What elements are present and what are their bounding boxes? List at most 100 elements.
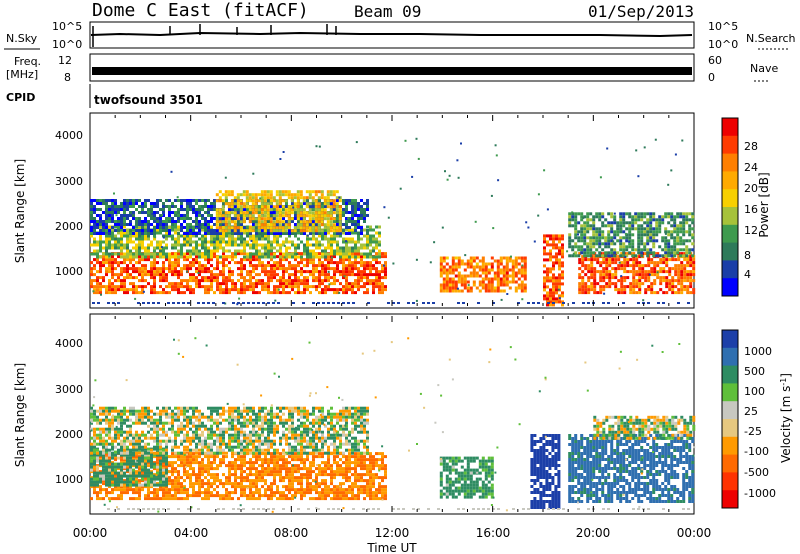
- power-cell: [291, 279, 294, 283]
- power-scatter-point: [345, 240, 347, 243]
- power-cell: [338, 217, 342, 221]
- power-cell: [266, 202, 270, 206]
- power-cell: [147, 226, 150, 229]
- power-cell: [108, 246, 111, 250]
- power-near-range-point: [392, 302, 395, 304]
- power-cell: [345, 285, 348, 289]
- power-cell: [251, 217, 255, 221]
- power-cell: [236, 199, 240, 203]
- velocity-cell: [231, 497, 234, 501]
- velocity-cell: [180, 476, 183, 480]
- power-cell: [680, 261, 684, 265]
- power-cell: [661, 248, 665, 252]
- power-cell: [291, 252, 294, 256]
- power-cell: [153, 246, 156, 250]
- power-cell: [159, 285, 162, 289]
- power-cell: [111, 267, 114, 271]
- power-cell: [138, 291, 141, 295]
- power-cell: [321, 205, 324, 208]
- power-cell: [114, 261, 117, 265]
- power-cell: [278, 220, 282, 224]
- power-cell: [243, 246, 246, 250]
- power-cell: [117, 229, 120, 232]
- power-cell: [192, 291, 195, 295]
- power-cell: [210, 285, 213, 289]
- power-scatter-point: [667, 183, 670, 186]
- power-cell: [249, 279, 252, 283]
- power-cell: [141, 264, 144, 268]
- power-cell: [215, 220, 219, 224]
- power-cell: [354, 258, 357, 262]
- velocity-cell: [240, 494, 243, 498]
- power-cell: [442, 286, 446, 290]
- power-ytick-4000: 4000: [55, 129, 83, 142]
- power-cell: [366, 240, 369, 244]
- power-cell: [275, 226, 279, 230]
- velocity-cell: [219, 497, 222, 501]
- power-cell: [162, 267, 165, 271]
- power-cell: [281, 190, 285, 194]
- power-near-range-point: [152, 302, 155, 304]
- power-cell: [552, 267, 555, 271]
- power-cell: [222, 264, 225, 268]
- power-cell: [285, 237, 288, 241]
- power-cell: [652, 242, 656, 246]
- power-cell: [249, 237, 252, 241]
- power-cell: [463, 274, 467, 278]
- power-cell: [267, 285, 270, 289]
- power-cell: [332, 229, 336, 233]
- power-cell: [273, 270, 276, 274]
- power-cell: [652, 218, 656, 222]
- power-cell: [105, 273, 108, 277]
- power-cell: [141, 220, 144, 223]
- power-cell: [303, 282, 306, 286]
- power-cell: [153, 273, 156, 277]
- power-cell: [363, 208, 366, 211]
- power-cell: [252, 258, 255, 262]
- power-cell: [369, 279, 372, 283]
- power-cell: [312, 270, 315, 274]
- power-cell: [108, 199, 111, 202]
- power-cell: [686, 288, 690, 292]
- power-cell: [584, 273, 588, 277]
- power-cell: [650, 261, 654, 265]
- power-cell: [279, 282, 282, 286]
- power-cell: [180, 252, 183, 256]
- power-cell: [342, 252, 345, 256]
- power-cell: [330, 243, 333, 247]
- power-cell: [246, 231, 249, 235]
- power-cell: [230, 226, 234, 230]
- power-cell: [685, 218, 689, 222]
- power-cell: [174, 255, 177, 259]
- power-cell: [499, 259, 503, 263]
- power-cell: [336, 288, 339, 292]
- power-cell: [673, 254, 677, 258]
- power-cell: [632, 252, 636, 256]
- power-cell: [680, 285, 684, 289]
- power-cell: [306, 261, 309, 265]
- power-cell: [114, 273, 117, 277]
- power-cell: [653, 267, 657, 271]
- velocity-cell: [255, 458, 258, 462]
- power-cell: [287, 205, 291, 209]
- power-cell: [216, 249, 219, 253]
- power-cell: [448, 286, 452, 290]
- velocity-cell: [225, 488, 228, 492]
- power-cell: [613, 221, 617, 225]
- power-cell: [366, 276, 369, 280]
- power-cell: [324, 264, 327, 268]
- power-cell: [625, 236, 629, 240]
- power-cell: [233, 223, 237, 227]
- power-cell: [661, 221, 665, 225]
- power-cell: [267, 270, 270, 274]
- power-cell: [317, 214, 321, 218]
- power-cell: [288, 240, 291, 244]
- power-cell: [177, 225, 180, 229]
- power-cell: [647, 276, 651, 280]
- power-cell: [664, 212, 668, 216]
- power-cell: [520, 289, 524, 293]
- power-cell: [162, 288, 165, 292]
- power-cell: [375, 270, 378, 274]
- power-cell: [345, 205, 348, 208]
- power-cell: [667, 233, 671, 237]
